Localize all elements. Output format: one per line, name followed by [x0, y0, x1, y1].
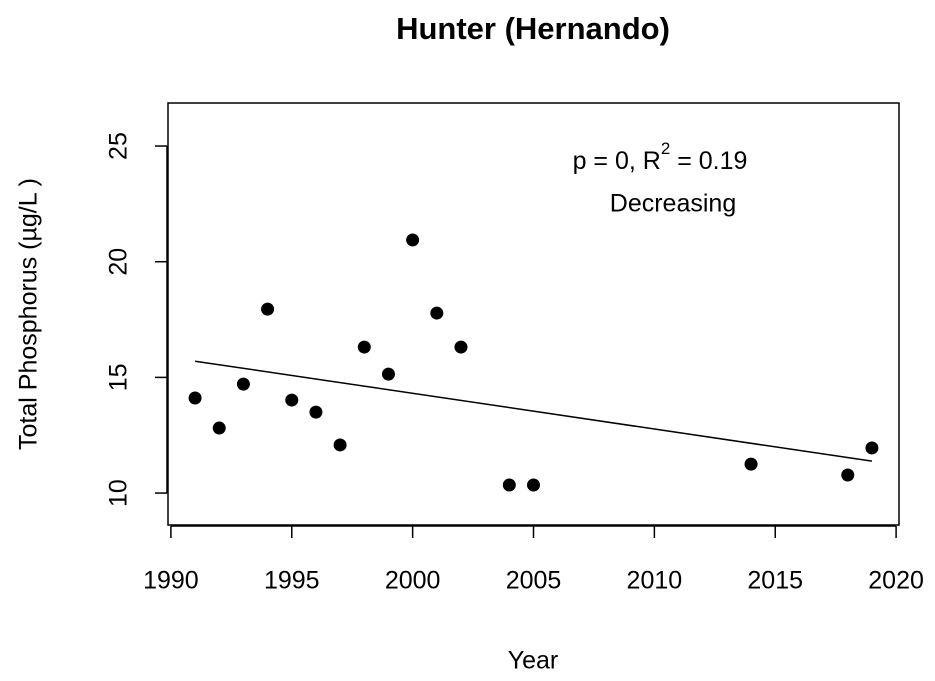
chart-title: Hunter (Hernando) [396, 11, 670, 46]
data-point [454, 340, 468, 354]
plot-frame [167, 102, 900, 526]
data-point [236, 377, 250, 391]
annotation-main: p = 0, R [573, 147, 661, 175]
data-point [527, 478, 540, 492]
trend-line [194, 360, 873, 462]
x-tick-label: 1990 [143, 567, 199, 595]
annotation: p = 0, R2 = 0.19 [573, 139, 748, 174]
data-point [333, 438, 347, 452]
x-tick-label: 2015 [747, 567, 803, 595]
data-point [188, 391, 202, 405]
annotation-tail: = 0.19 [670, 147, 747, 175]
y-tick-label: 25 [105, 132, 133, 160]
annotation-trend: Decreasing [610, 190, 736, 218]
annotation-superscript: 2 [661, 139, 670, 158]
data-point [502, 478, 516, 492]
data-point [430, 306, 444, 320]
data-point [309, 405, 323, 419]
data-point [865, 441, 879, 455]
data-point [841, 468, 855, 482]
data-point [285, 393, 299, 407]
y-axis-label: Total Phosphorus (µg/L ) [15, 178, 43, 450]
y-tick-label: 10 [105, 479, 133, 507]
data-point [357, 340, 371, 354]
y-tick-label: 20 [105, 248, 133, 276]
data-point [381, 367, 395, 381]
x-tick-label: 2010 [627, 567, 683, 595]
data-point [406, 233, 420, 247]
y-tick-label: 15 [105, 363, 133, 391]
data-point [261, 302, 275, 316]
x-tick-label: 2005 [506, 567, 562, 595]
x-tick-label: 2020 [868, 567, 924, 595]
data-point [212, 421, 226, 435]
x-tick-label: 2000 [385, 567, 441, 595]
x-axis-label: Year [508, 647, 559, 675]
x-tick-label: 1995 [264, 567, 320, 595]
data-point [744, 457, 758, 471]
